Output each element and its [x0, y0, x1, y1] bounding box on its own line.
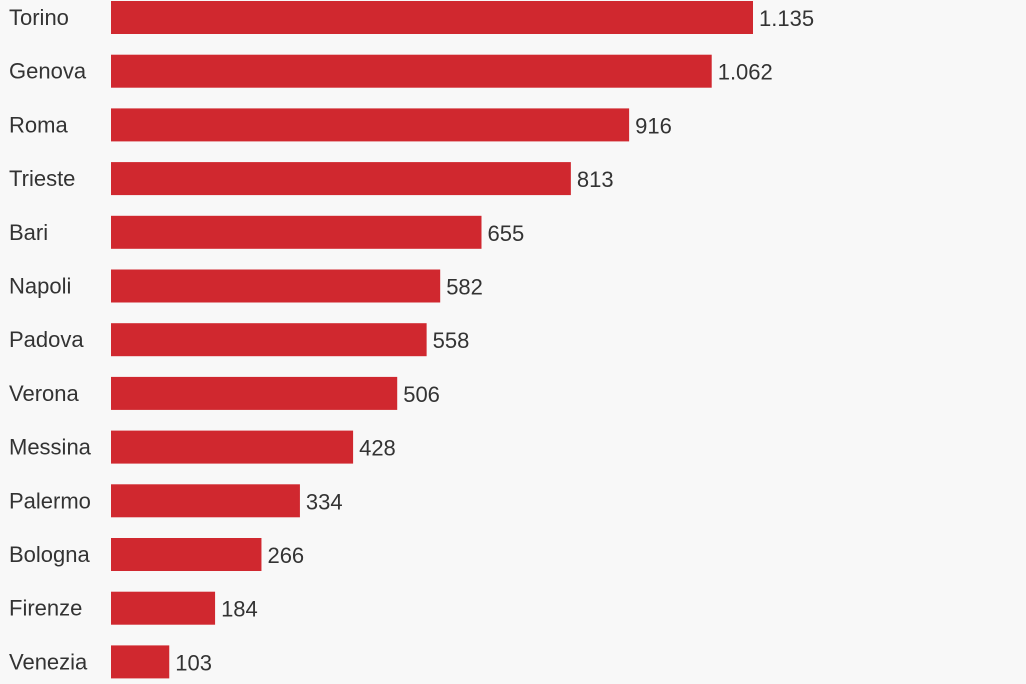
bar: [111, 645, 170, 679]
bar: [111, 430, 354, 464]
category-label: Trieste: [9, 166, 75, 191]
bar: [111, 215, 482, 249]
bar: [111, 162, 571, 196]
category-label: Genova: [9, 59, 87, 84]
bar: [111, 54, 712, 88]
category-label: Messina: [9, 435, 92, 460]
bar: [111, 269, 441, 303]
value-label: 813: [577, 167, 614, 192]
value-label: 558: [433, 328, 470, 353]
category-label: Padova: [9, 327, 84, 352]
bar: [111, 538, 262, 571]
category-label: Torino: [9, 5, 69, 30]
bar: [111, 1, 753, 34]
category-label: Palermo: [9, 488, 91, 513]
category-label: Bari: [9, 220, 48, 245]
value-label: 506: [403, 382, 440, 407]
category-label: Venezia: [9, 649, 88, 674]
value-label: 184: [221, 597, 258, 622]
value-label: 916: [635, 113, 672, 138]
category-label: Roma: [9, 112, 68, 137]
value-label: 655: [487, 221, 524, 246]
bar: [111, 376, 398, 410]
bar: [111, 323, 427, 357]
category-label: Verona: [9, 381, 79, 406]
bar: [111, 108, 630, 142]
value-label: 582: [446, 275, 483, 300]
category-label: Napoli: [9, 274, 71, 299]
category-label: Bologna: [9, 542, 91, 567]
value-label: 103: [175, 650, 212, 675]
value-label: 1.062: [718, 60, 773, 85]
bar: [111, 484, 300, 518]
bar: [111, 591, 216, 625]
value-label: 334: [306, 489, 343, 514]
value-label: 428: [359, 436, 396, 461]
value-label: 1.135: [759, 6, 814, 31]
category-label: Firenze: [9, 596, 82, 621]
value-label: 266: [267, 543, 304, 568]
